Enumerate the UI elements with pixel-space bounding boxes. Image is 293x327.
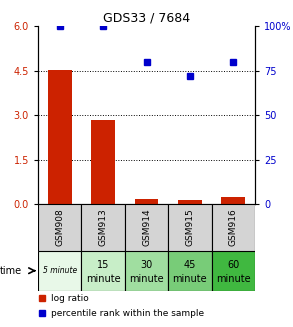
Text: minute: minute bbox=[173, 274, 207, 284]
Bar bbox=[178, 200, 202, 204]
Bar bbox=[168, 250, 212, 291]
Bar bbox=[168, 204, 212, 250]
Text: GSM914: GSM914 bbox=[142, 209, 151, 246]
Text: minute: minute bbox=[129, 274, 164, 284]
Text: 5 minute: 5 minute bbox=[43, 266, 77, 275]
Text: minute: minute bbox=[86, 274, 120, 284]
Bar bbox=[221, 198, 245, 204]
Text: 15: 15 bbox=[97, 260, 109, 270]
Text: time: time bbox=[0, 266, 22, 276]
Text: GSM908: GSM908 bbox=[55, 208, 64, 246]
Text: 30: 30 bbox=[140, 260, 153, 270]
Text: percentile rank within the sample: percentile rank within the sample bbox=[51, 309, 204, 318]
Bar bbox=[38, 204, 81, 250]
Bar bbox=[125, 250, 168, 291]
Bar bbox=[48, 70, 72, 204]
Text: GSM915: GSM915 bbox=[185, 208, 194, 246]
Title: GDS33 / 7684: GDS33 / 7684 bbox=[103, 12, 190, 25]
Text: minute: minute bbox=[216, 274, 251, 284]
Bar bbox=[212, 204, 255, 250]
Text: GSM916: GSM916 bbox=[229, 208, 238, 246]
Text: 60: 60 bbox=[227, 260, 239, 270]
Text: log ratio: log ratio bbox=[51, 294, 89, 303]
Text: 45: 45 bbox=[184, 260, 196, 270]
Bar bbox=[125, 204, 168, 250]
Text: GSM913: GSM913 bbox=[99, 208, 108, 246]
Bar bbox=[134, 199, 159, 204]
Bar bbox=[91, 120, 115, 204]
Bar bbox=[212, 250, 255, 291]
Bar bbox=[81, 204, 125, 250]
Bar bbox=[81, 250, 125, 291]
Bar bbox=[38, 250, 81, 291]
